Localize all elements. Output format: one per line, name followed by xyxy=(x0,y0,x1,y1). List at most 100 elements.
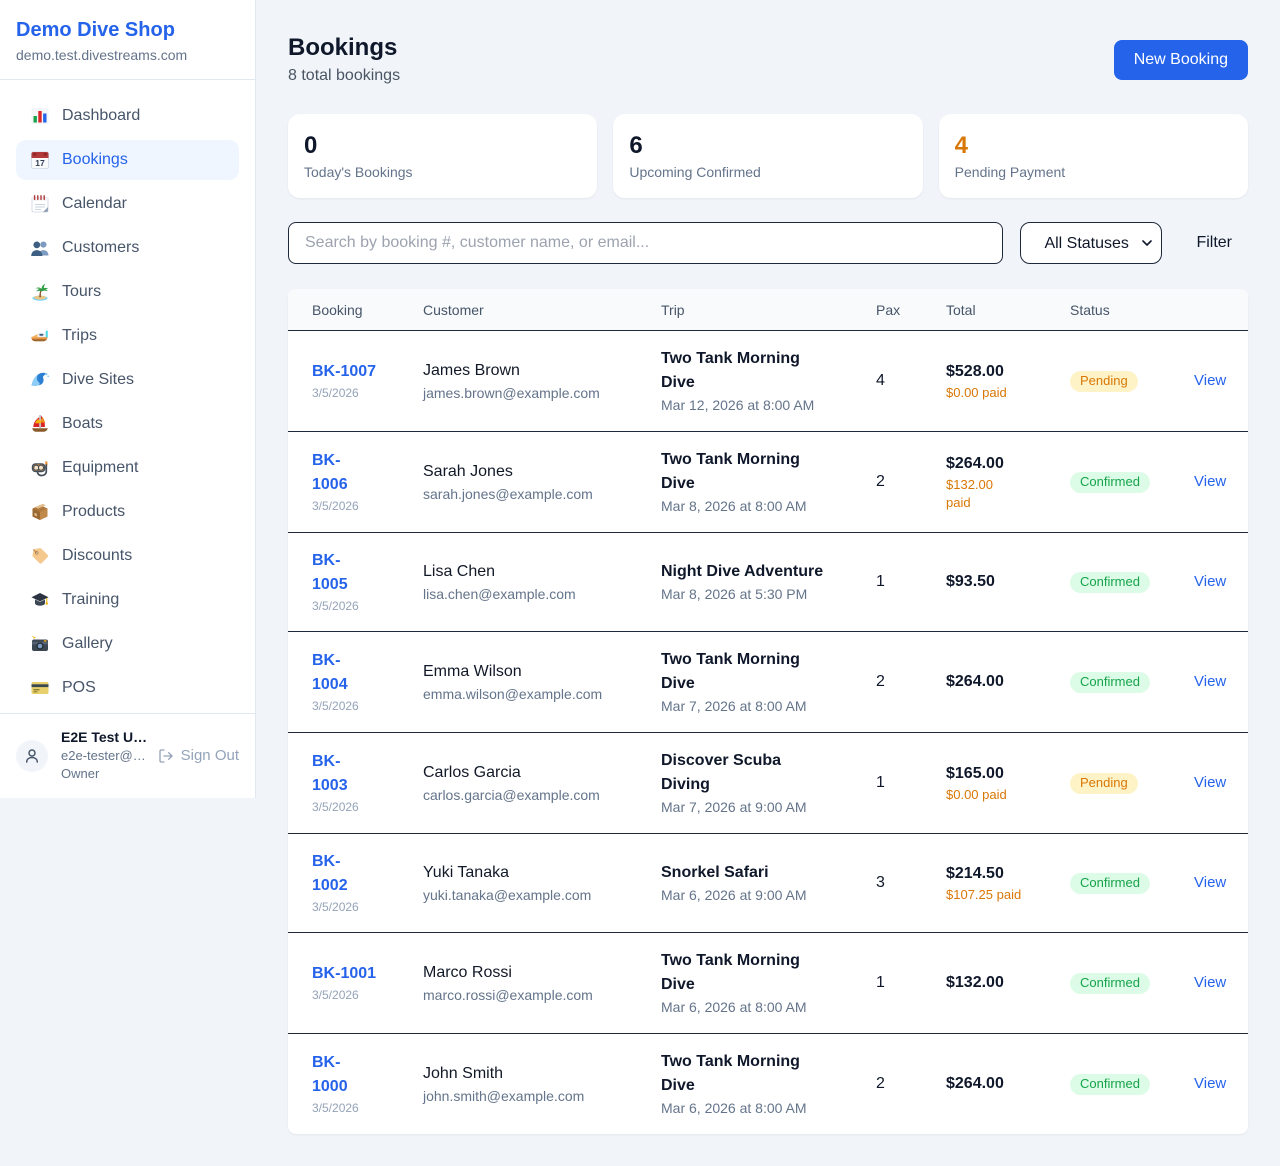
booking-link[interactable]: BK- 1005 xyxy=(312,552,348,593)
pax-value: 2 xyxy=(876,473,885,490)
sidebar-item-customers[interactable]: Customers xyxy=(16,228,239,268)
customer-cell: Carlos Garcia carlos.garcia@example.com xyxy=(399,732,637,834)
booking-link[interactable]: BK- 1000 xyxy=(312,1054,348,1095)
sign-out-button[interactable]: Sign Out xyxy=(158,747,239,764)
pax-cell: 1 xyxy=(852,932,922,1034)
brand-block: Demo Dive Shop demo.test.divestreams.com xyxy=(0,0,255,80)
sidebar-item-bookings[interactable]: 17 Bookings xyxy=(16,140,239,180)
view-link[interactable]: View xyxy=(1194,372,1227,389)
sidebar-item-label: Gallery xyxy=(62,635,113,652)
trip-date: Mar 8, 2026 at 8:00 AM xyxy=(661,498,807,514)
credit-card-icon xyxy=(31,682,49,694)
sidebar-item-trips[interactable]: Trips xyxy=(16,316,239,356)
column-header-trip: Trip xyxy=(637,289,852,331)
page-header-text: Bookings 8 total bookings xyxy=(288,32,400,88)
view-link[interactable]: View xyxy=(1194,874,1227,891)
view-cell: View xyxy=(1170,732,1248,834)
customer-cell: James Brown james.brown@example.com xyxy=(399,331,637,432)
trip-date: Mar 12, 2026 at 8:00 AM xyxy=(661,397,815,413)
view-link[interactable]: View xyxy=(1194,473,1227,490)
total-cell: $528.00 $0.00 paid xyxy=(922,331,1046,432)
table-row: BK- 1006 3/5/2026 Sarah Jones sarah.jones@ex… xyxy=(288,431,1248,533)
total-cell: $264.00 xyxy=(922,1033,1046,1134)
trip-name: Two Tank Morning Dive xyxy=(661,350,800,391)
bar-chart-icon xyxy=(31,108,49,124)
view-link[interactable]: View xyxy=(1194,774,1227,791)
label-tag-icon xyxy=(32,548,49,564)
status-select[interactable]: All Statuses xyxy=(1020,222,1163,264)
view-link[interactable]: View xyxy=(1194,1075,1227,1092)
pax-cell: 2 xyxy=(852,431,922,533)
calendar-date-icon: 17 xyxy=(31,151,49,169)
booking-link[interactable]: BK- 1004 xyxy=(312,652,348,693)
stat-label: Today's Bookings xyxy=(304,164,413,180)
sidebar-item-label: Training xyxy=(62,591,120,608)
booking-cell: BK- 1000 3/5/2026 xyxy=(288,1033,399,1134)
sidebar-item-training[interactable]: Training xyxy=(16,580,239,620)
sidebar-item-label: Bookings xyxy=(62,151,128,168)
trip-name: Night Dive Adventure xyxy=(661,563,824,580)
sidebar-item-label: Customers xyxy=(62,239,140,256)
booking-date: 3/5/2026 xyxy=(312,988,359,1002)
stat-card-today-s-bookings: 0 Today's Bookings xyxy=(288,114,598,198)
pax-cell: 1 xyxy=(852,732,922,834)
total-cell: $132.00 xyxy=(922,932,1046,1034)
sidebar: Demo Dive Shop demo.test.divestreams.com… xyxy=(0,0,256,798)
booking-link[interactable]: BK-1007 xyxy=(312,363,377,380)
view-cell: View xyxy=(1170,1033,1248,1134)
booking-date: 3/5/2026 xyxy=(312,699,359,713)
sidebar-item-dashboard[interactable]: Dashboard xyxy=(16,96,239,136)
trip-date: Mar 6, 2026 at 8:00 AM xyxy=(661,1100,807,1116)
view-link[interactable]: View xyxy=(1194,673,1227,690)
sidebar-item-dive-sites[interactable]: Dive Sites xyxy=(16,360,239,400)
pax-value: 1 xyxy=(876,974,885,991)
view-link[interactable]: View xyxy=(1194,573,1227,590)
customer-cell: Marco Rossi marco.rossi@example.com xyxy=(399,932,637,1034)
total-cell: $214.50 $107.25 paid xyxy=(922,833,1046,933)
view-link[interactable]: View xyxy=(1194,974,1227,991)
avatar xyxy=(16,739,48,772)
trip-name: Snorkel Safari xyxy=(661,864,769,881)
column-header-pax: Pax xyxy=(852,289,922,331)
stats-row: 0 Today's Bookings 6 Upcoming Confirmed 4 Pen… xyxy=(288,114,1248,198)
sidebar-item-boats[interactable]: Boats xyxy=(16,404,239,444)
sidebar-item-label: Trips xyxy=(62,327,97,344)
filter-button[interactable]: Filter xyxy=(1179,234,1248,252)
pax-value: 4 xyxy=(876,372,885,389)
bookings-table-card: Booking Customer Trip Pax Total Status BK-100… xyxy=(288,289,1248,1134)
booking-link[interactable]: BK- 1002 xyxy=(312,853,348,894)
booking-link[interactable]: BK- 1006 xyxy=(312,452,348,493)
trip-cell: Two Tank Morning Dive Mar 6, 2026 at 8:00 … xyxy=(637,932,852,1034)
view-cell: View xyxy=(1170,631,1248,733)
customer-email: john.smith@example.com xyxy=(423,1088,585,1104)
new-booking-button[interactable]: New Booking xyxy=(1113,40,1248,80)
total-paid: $107.25 paid xyxy=(946,887,1022,902)
status-badge: Pending xyxy=(1070,370,1138,392)
trip-name: Discover Scuba Diving xyxy=(661,752,782,793)
pax-value: 1 xyxy=(876,774,885,791)
sidebar-item-label: Boats xyxy=(62,415,103,432)
log-out-icon xyxy=(158,748,173,763)
sidebar-item-pos[interactable]: POS xyxy=(16,668,239,708)
customer-name: John Smith xyxy=(423,1065,504,1082)
sidebar-item-equipment[interactable]: Equipment xyxy=(16,448,239,488)
pax-cell: 1 xyxy=(852,532,922,632)
sidebar-item-gallery[interactable]: Gallery xyxy=(16,624,239,664)
status-badge: Confirmed xyxy=(1070,571,1150,593)
total-paid: $0.00 paid xyxy=(946,385,1007,400)
booking-link[interactable]: BK-1001 xyxy=(312,965,377,982)
trip-cell: Snorkel Safari Mar 6, 2026 at 9:00 AM xyxy=(637,833,852,933)
search-input[interactable] xyxy=(288,222,1004,264)
booking-link[interactable]: BK- 1003 xyxy=(312,753,348,794)
stat-card-upcoming-confirmed: 6 Upcoming Confirmed xyxy=(613,114,923,198)
sidebar-item-discounts[interactable]: Discounts xyxy=(16,536,239,576)
status-cell: Confirmed xyxy=(1046,1033,1170,1134)
sidebar-item-calendar[interactable]: Calendar xyxy=(16,184,239,224)
trip-cell: Two Tank Morning Dive Mar 8, 2026 at 8:00 … xyxy=(637,431,852,533)
sidebar-item-tours[interactable]: Tours xyxy=(16,272,239,312)
page-subtitle: 8 total bookings xyxy=(288,67,401,84)
table-row: BK- 1004 3/5/2026 Emma Wilson emma.wilson@ex… xyxy=(288,631,1248,733)
sidebar-item-products[interactable]: Products xyxy=(16,492,239,532)
customer-email: sarah.jones@example.com xyxy=(423,486,593,502)
